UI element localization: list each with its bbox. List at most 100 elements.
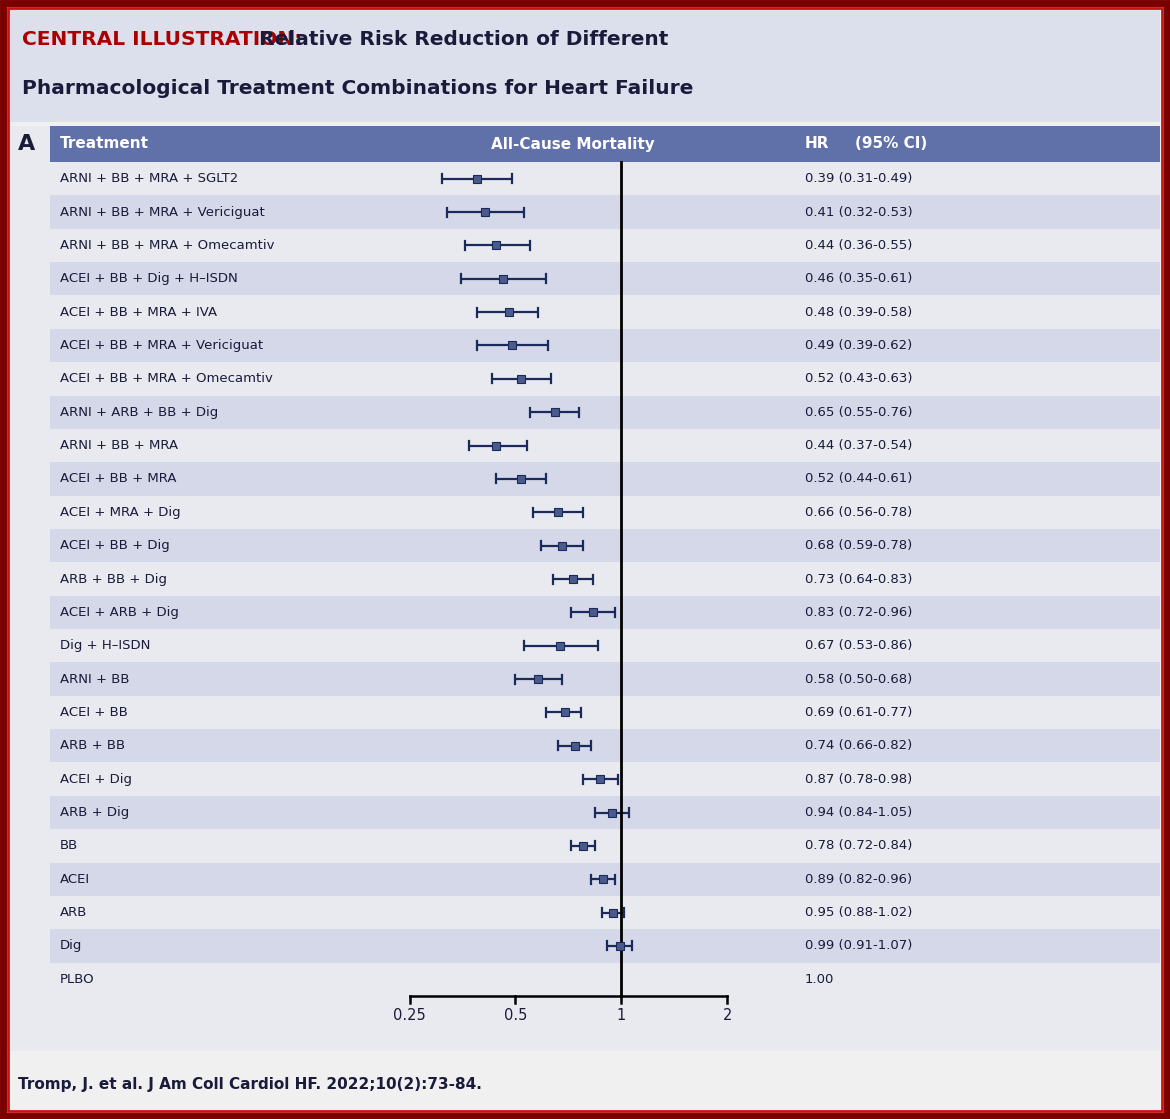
Bar xyxy=(50,395,1159,429)
Bar xyxy=(560,708,569,716)
Text: ARNI + BB + MRA + Vericiguat: ARNI + BB + MRA + Vericiguat xyxy=(60,206,264,218)
Text: 0.69 (0.61-0.77): 0.69 (0.61-0.77) xyxy=(805,706,913,718)
Bar xyxy=(481,208,489,216)
Bar xyxy=(474,175,481,182)
Text: ACEI + BB: ACEI + BB xyxy=(60,706,128,718)
Bar xyxy=(589,609,597,617)
Text: 0.99 (0.91-1.07): 0.99 (0.91-1.07) xyxy=(805,940,913,952)
Text: (95% CI): (95% CI) xyxy=(855,137,928,151)
Text: 0.68 (0.59-0.78): 0.68 (0.59-0.78) xyxy=(805,539,913,552)
Text: 0.58 (0.50-0.68): 0.58 (0.50-0.68) xyxy=(805,673,913,686)
Text: 0.48 (0.39-0.58): 0.48 (0.39-0.58) xyxy=(805,305,913,319)
Bar xyxy=(551,408,559,416)
Text: 1.00: 1.00 xyxy=(805,972,834,986)
Text: ACEI + BB + Dig: ACEI + BB + Dig xyxy=(60,539,170,552)
Text: 0.73 (0.64-0.83): 0.73 (0.64-0.83) xyxy=(805,573,913,585)
Text: 0.41 (0.32-0.53): 0.41 (0.32-0.53) xyxy=(805,206,913,218)
Text: 0.44 (0.36-0.55): 0.44 (0.36-0.55) xyxy=(805,238,913,252)
Text: Treatment: Treatment xyxy=(60,137,149,151)
Bar xyxy=(50,196,1159,228)
Text: Dig: Dig xyxy=(60,940,82,952)
Text: 0.78 (0.72-0.84): 0.78 (0.72-0.84) xyxy=(805,839,913,853)
Bar xyxy=(556,641,564,650)
Text: ARNI + ARB + BB + Dig: ARNI + ARB + BB + Dig xyxy=(60,406,219,419)
Text: Tromp, J. et al. J Am Coll Cardiol HF. 2022;10(2):73-84.: Tromp, J. et al. J Am Coll Cardiol HF. 2… xyxy=(18,1076,482,1091)
Text: ACEI + BB + MRA + Omecamtiv: ACEI + BB + MRA + Omecamtiv xyxy=(60,373,273,385)
Text: ARB + Dig: ARB + Dig xyxy=(60,806,129,819)
Text: CENTRAL ILLUSTRATION:: CENTRAL ILLUSTRATION: xyxy=(22,30,302,49)
Text: 0.67 (0.53-0.86): 0.67 (0.53-0.86) xyxy=(805,639,913,652)
Text: 0.52 (0.43-0.63): 0.52 (0.43-0.63) xyxy=(805,373,913,385)
Text: ACEI: ACEI xyxy=(60,873,90,886)
Bar xyxy=(553,508,562,516)
Bar xyxy=(508,341,516,349)
Text: ACEI + MRA + Dig: ACEI + MRA + Dig xyxy=(60,506,180,519)
Bar xyxy=(571,742,579,750)
Text: 0.74 (0.66-0.82): 0.74 (0.66-0.82) xyxy=(805,740,913,752)
Text: 1: 1 xyxy=(617,1008,626,1023)
Text: BB: BB xyxy=(60,839,78,853)
Text: 0.83 (0.72-0.96): 0.83 (0.72-0.96) xyxy=(805,605,913,619)
Bar xyxy=(599,875,607,883)
Text: ACEI + Dig: ACEI + Dig xyxy=(60,772,132,786)
Bar xyxy=(11,126,1159,1051)
Text: ACEI + BB + MRA: ACEI + BB + MRA xyxy=(60,472,177,486)
Bar xyxy=(491,442,500,450)
Bar xyxy=(498,275,507,283)
Bar xyxy=(50,730,1159,762)
Bar xyxy=(610,909,618,916)
Bar xyxy=(558,542,566,549)
Text: ARB + BB: ARB + BB xyxy=(60,740,125,752)
Bar xyxy=(491,242,500,250)
Text: ACEI + BB + Dig + H–ISDN: ACEI + BB + Dig + H–ISDN xyxy=(60,272,238,285)
Bar xyxy=(596,775,604,783)
Bar xyxy=(11,4,1159,122)
Bar xyxy=(50,462,1159,496)
Text: Dig + H–ISDN: Dig + H–ISDN xyxy=(60,639,151,652)
Text: ARNI + BB + MRA + SGLT2: ARNI + BB + MRA + SGLT2 xyxy=(60,172,239,185)
Bar xyxy=(50,329,1159,363)
Text: ARB + BB + Dig: ARB + BB + Dig xyxy=(60,573,167,585)
Text: All-Cause Mortality: All-Cause Mortality xyxy=(490,137,654,151)
Text: ARB: ARB xyxy=(60,906,88,919)
Text: 0.94 (0.84-1.05): 0.94 (0.84-1.05) xyxy=(805,806,913,819)
Bar xyxy=(50,929,1159,962)
Text: 2: 2 xyxy=(722,1008,732,1023)
Text: 0.25: 0.25 xyxy=(393,1008,426,1023)
Text: 0.87 (0.78-0.98): 0.87 (0.78-0.98) xyxy=(805,772,913,786)
Bar xyxy=(50,126,1159,162)
Text: 0.66 (0.56-0.78): 0.66 (0.56-0.78) xyxy=(805,506,913,519)
Bar xyxy=(50,262,1159,295)
Bar xyxy=(534,675,542,683)
Text: 0.65 (0.55-0.76): 0.65 (0.55-0.76) xyxy=(805,406,913,419)
Text: HR: HR xyxy=(805,137,830,151)
Text: 0.89 (0.82-0.96): 0.89 (0.82-0.96) xyxy=(805,873,913,886)
Text: 0.44 (0.37-0.54): 0.44 (0.37-0.54) xyxy=(805,439,913,452)
Text: 0.5: 0.5 xyxy=(504,1008,528,1023)
Text: PLBO: PLBO xyxy=(60,972,95,986)
Bar xyxy=(517,474,525,483)
Bar xyxy=(505,308,514,317)
Text: 0.52 (0.44-0.61): 0.52 (0.44-0.61) xyxy=(805,472,913,486)
Bar xyxy=(608,809,615,817)
Text: 0.95 (0.88-1.02): 0.95 (0.88-1.02) xyxy=(805,906,913,919)
Bar xyxy=(50,863,1159,896)
Bar xyxy=(579,841,587,849)
Text: ARNI + BB: ARNI + BB xyxy=(60,673,130,686)
Text: ARNI + BB + MRA: ARNI + BB + MRA xyxy=(60,439,178,452)
Bar xyxy=(50,796,1159,829)
Text: Relative Risk Reduction of Different: Relative Risk Reduction of Different xyxy=(252,30,668,49)
Bar xyxy=(50,662,1159,696)
Text: ARNI + BB + MRA + Omecamtiv: ARNI + BB + MRA + Omecamtiv xyxy=(60,238,275,252)
Bar xyxy=(517,375,525,383)
Text: Pharmacological Treatment Combinations for Heart Failure: Pharmacological Treatment Combinations f… xyxy=(22,79,694,98)
Text: 0.39 (0.31-0.49): 0.39 (0.31-0.49) xyxy=(805,172,913,185)
Bar xyxy=(50,595,1159,629)
Bar xyxy=(50,529,1159,563)
Text: A: A xyxy=(18,134,35,154)
Text: ACEI + ARB + Dig: ACEI + ARB + Dig xyxy=(60,605,179,619)
Text: 0.46 (0.35-0.61): 0.46 (0.35-0.61) xyxy=(805,272,913,285)
Bar xyxy=(570,575,577,583)
Text: 0.49 (0.39-0.62): 0.49 (0.39-0.62) xyxy=(805,339,913,352)
Bar xyxy=(615,942,624,950)
